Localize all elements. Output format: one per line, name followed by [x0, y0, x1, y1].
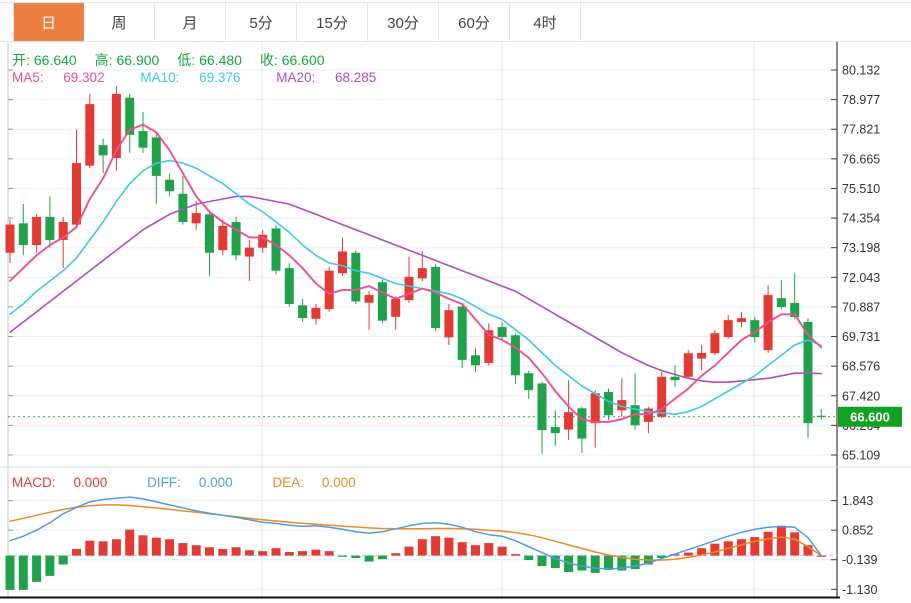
- macd-histogram: [5, 525, 826, 590]
- svg-text:76.665: 76.665: [842, 152, 880, 166]
- axes: [0, 41, 911, 599]
- svg-text:73.198: 73.198: [842, 241, 880, 255]
- svg-text:68.576: 68.576: [842, 360, 880, 374]
- macd-axis: 1.843 0.852 -0.139 -1.130: [8, 494, 877, 597]
- svg-text:67.420: 67.420: [842, 389, 880, 403]
- low-label: 低:: [177, 52, 196, 68]
- svg-text:74.354: 74.354: [842, 212, 880, 226]
- low-value: 66.480: [199, 52, 242, 68]
- ma-legend: MA5: 69.302 MA10: 69.376 MA20: 68.285: [12, 70, 408, 85]
- ma20-legend-item: MA20: 68.285: [276, 70, 377, 85]
- diff-legend-item: DIFF: 0.000: [147, 475, 233, 490]
- svg-text:77.821: 77.821: [842, 123, 880, 137]
- tab-5min[interactable]: 5分: [226, 3, 297, 41]
- svg-text:78.977: 78.977: [842, 93, 880, 107]
- close-value: 66.600: [281, 52, 325, 68]
- candles-layer: [5, 86, 826, 454]
- ma10-legend-item: MA10: 69.376: [140, 70, 241, 85]
- interval-tabs: 日周月 5分 15分 30分 60分 4时: [13, 3, 581, 41]
- open-value: 66.640: [33, 52, 77, 68]
- high-label: 高:: [94, 52, 113, 68]
- svg-text:-0.139: -0.139: [842, 553, 877, 567]
- svg-text:0.852: 0.852: [842, 524, 873, 538]
- svg-text:1.843: 1.843: [842, 494, 873, 508]
- ma20-line: [9, 195, 823, 384]
- diff-line: [9, 496, 823, 570]
- tab-4hour[interactable]: 4时: [510, 3, 581, 41]
- dea-line: [9, 504, 823, 561]
- grid-lines: [8, 41, 837, 598]
- tab-60min[interactable]: 60分: [439, 3, 510, 41]
- high-value: 66.900: [116, 52, 160, 68]
- ma5-legend-item: MA5: 69.302: [12, 70, 105, 85]
- svg-text:80.132: 80.132: [842, 64, 880, 78]
- svg-text:69.731: 69.731: [842, 330, 880, 344]
- svg-text:72.043: 72.043: [842, 271, 880, 285]
- tab-month[interactable]: 月: [155, 3, 226, 41]
- ma10-line: [9, 159, 823, 416]
- dea-legend-item: DEA: 0.000: [272, 475, 356, 490]
- ohlc-quote-bar: 开: 66.640 高: 66.900 低: 66.480 收: 66.600: [12, 50, 329, 70]
- price-axis: 80.132 78.977 77.821 76.665 75.510 74.354 73.1…: [8, 64, 880, 462]
- svg-text:66.600: 66.600: [850, 409, 890, 424]
- open-label: 开:: [12, 52, 30, 68]
- svg-text:75.510: 75.510: [842, 182, 880, 196]
- tab-30min[interactable]: 30分: [368, 3, 439, 41]
- svg-text:65.109: 65.109: [842, 448, 880, 462]
- macd-legend: MACD: 0.000 DIFF: 0.000 DEA: 0.000: [12, 475, 392, 490]
- svg-text:70.887: 70.887: [842, 300, 880, 314]
- ma5-line: [9, 123, 823, 423]
- tab-day[interactable]: 日: [13, 3, 84, 41]
- current-price-tag: 66.600: [838, 406, 902, 427]
- tab-week[interactable]: 周: [84, 3, 155, 41]
- tab-15min[interactable]: 15分: [297, 3, 368, 41]
- close-label: 收:: [259, 52, 278, 68]
- svg-text:-1.130: -1.130: [842, 583, 877, 597]
- interval-tab-bar: 日周月 5分 15分 30分 60分 4时: [0, 2, 911, 42]
- macd-legend-item: MACD: 0.000: [12, 475, 108, 490]
